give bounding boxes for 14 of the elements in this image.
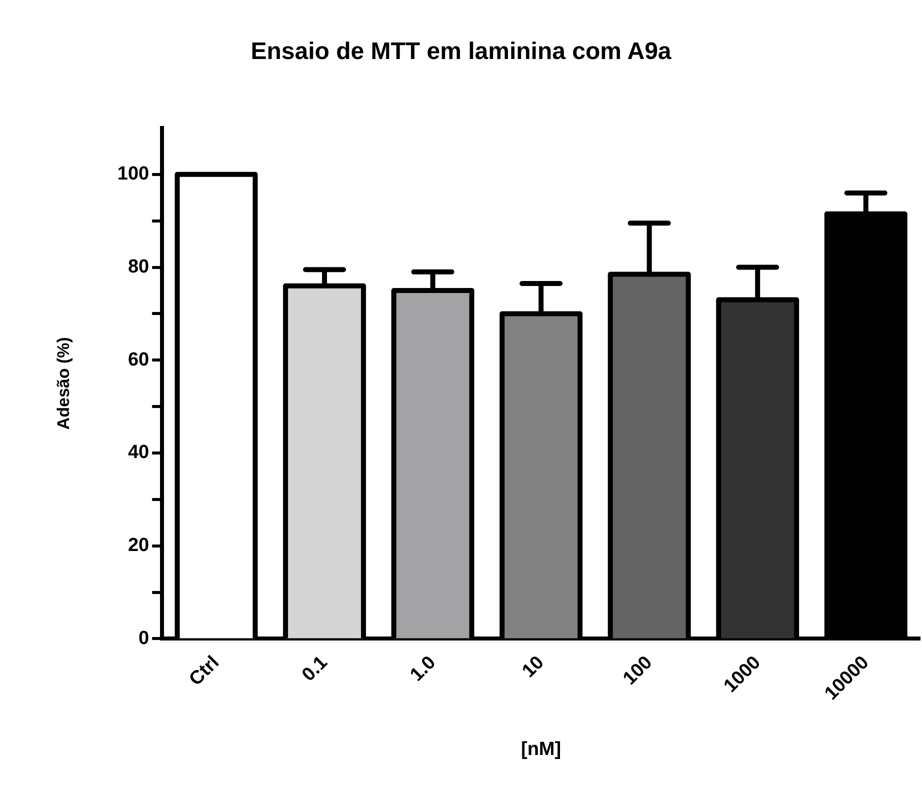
x-tick-label: 100 [619,652,657,690]
x-tick-label: 1.0 [406,652,440,686]
y-tick-label: 20 [128,535,150,556]
x-tick-label: 0.1 [298,652,332,686]
y-tick-label: 100 [117,164,150,185]
chart-title: Ensaio de MTT em laminina com A9a [250,38,672,66]
y-tick-label: 60 [128,349,150,370]
y-tick-label: 40 [128,442,150,464]
x-tick-label: 10 [518,652,548,682]
y-tick-label: 0 [138,628,150,649]
x-tick-label: Ctrl [185,652,224,690]
y-tick-label: 80 [128,256,150,278]
x-axis-title: [nM] [521,738,562,760]
y-axis-title: Adesão (%) [54,337,73,430]
